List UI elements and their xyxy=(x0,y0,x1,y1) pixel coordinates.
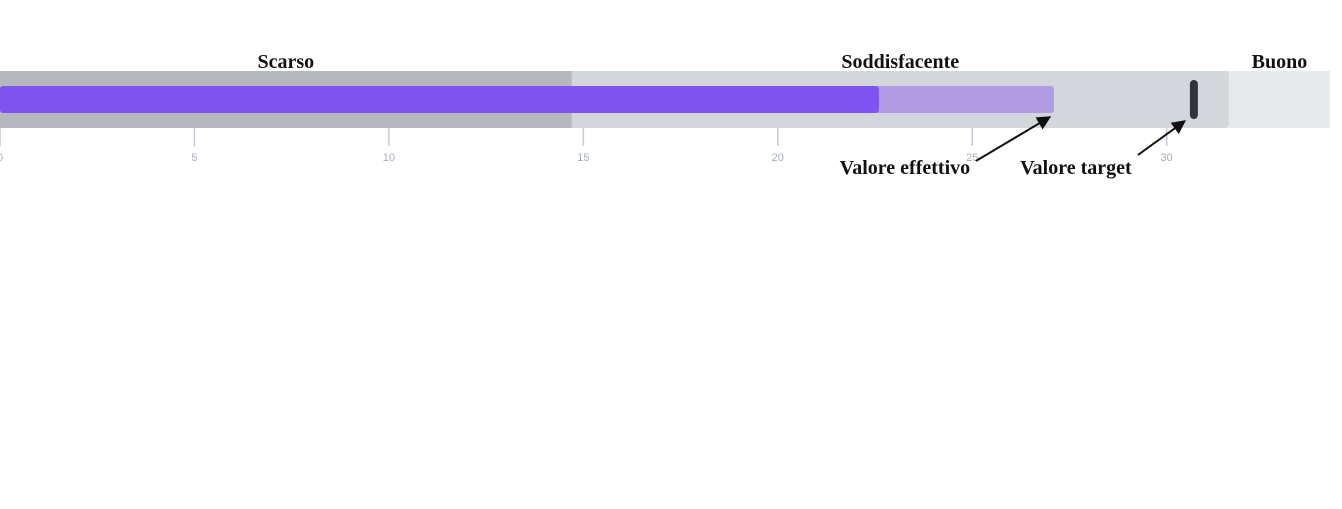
measure-bar xyxy=(0,86,879,113)
range-label: Soddisfacente xyxy=(841,51,959,73)
x-tick-label: 30 xyxy=(1161,152,1173,164)
annotation-arrow xyxy=(975,116,1052,162)
x-tick-label: 0 xyxy=(0,152,3,164)
range-label: Scarso xyxy=(257,51,314,73)
annotation-arrow xyxy=(1137,120,1187,156)
range-label: Buono xyxy=(1252,51,1308,73)
x-tick-label: 10 xyxy=(383,152,395,164)
x-tick-label: 25 xyxy=(966,152,978,164)
annotation: Valore effettivo xyxy=(840,157,971,179)
x-tick-label: 20 xyxy=(772,152,784,164)
x-tick-label: 15 xyxy=(577,152,589,164)
annotation: Valore target xyxy=(1020,157,1132,179)
x-tick-label: 5 xyxy=(191,152,197,164)
target-marker xyxy=(1189,80,1198,119)
